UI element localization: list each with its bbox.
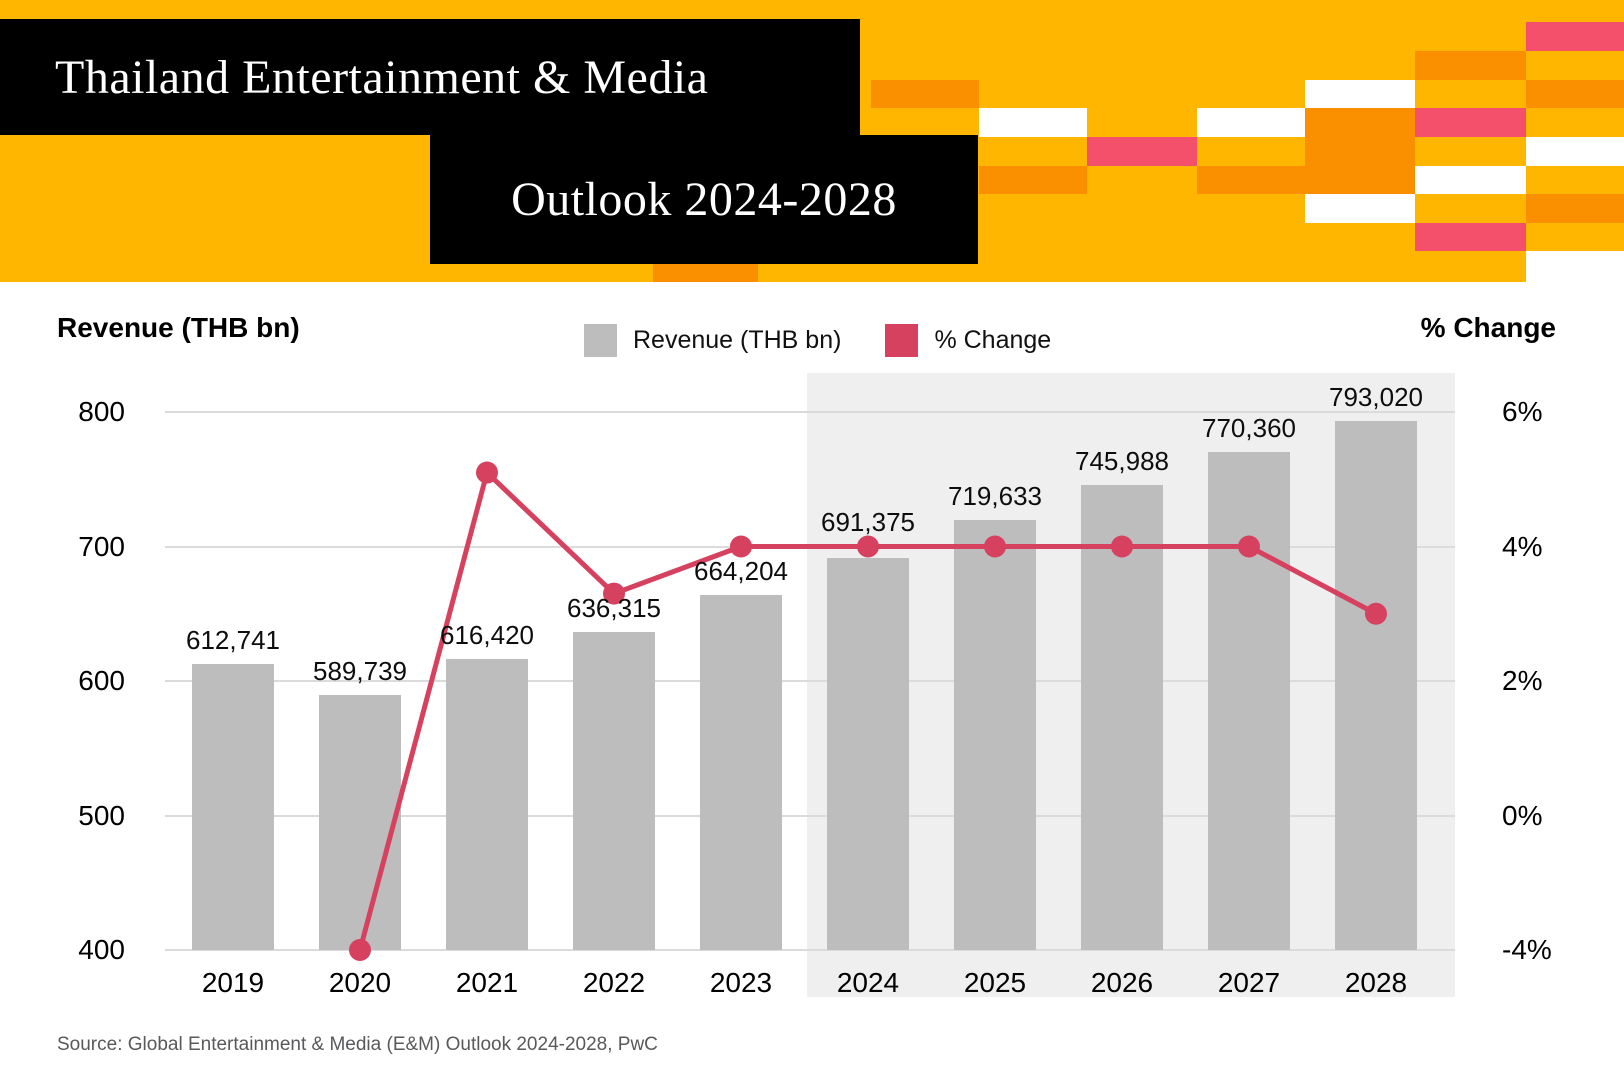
left-axis-tick-label: 800 — [78, 396, 125, 427]
bar-value-label: 636,315 — [567, 593, 661, 624]
pct-change-point — [476, 461, 498, 484]
mosaic-cell — [1526, 194, 1624, 223]
x-axis-label-2022: 2022 — [582, 967, 646, 998]
legend: Revenue (THB bn) % Change — [584, 322, 1051, 358]
title-box-line2: Outlook 2024-2028 — [430, 135, 978, 264]
left-axis-tick-label: 500 — [78, 799, 125, 831]
x-axis-label-2023: 2023 — [709, 967, 773, 998]
mosaic-cell — [1305, 80, 1415, 108]
revenue-legend-label: Revenue (THB bn) — [633, 325, 842, 354]
left-axis-title: Revenue (THB bn) — [57, 312, 300, 343]
revenue-legend-swatch — [584, 323, 617, 357]
mosaic-cell — [1526, 80, 1624, 108]
bar-value-label: 745,988 — [1075, 445, 1169, 476]
source-note: Source: Global Entertainment & Media (E&… — [57, 1034, 658, 1055]
gridline — [165, 411, 1455, 413]
left-axis-tick-label: 600 — [78, 665, 125, 696]
legend-item-pct-change: % Change — [885, 323, 1052, 357]
pct-change-legend-label: % Change — [934, 325, 1052, 354]
mosaic-cell — [1415, 51, 1526, 80]
x-axis-label-2026: 2026 — [1090, 967, 1154, 998]
x-axis-label-2021: 2021 — [455, 967, 519, 998]
x-axis-label-2019: 2019 — [201, 967, 265, 998]
mosaic-cell — [1305, 194, 1415, 223]
x-axis-label-2020: 2020 — [328, 967, 392, 998]
bar-2020 — [319, 694, 401, 950]
pct-change-legend-swatch — [885, 323, 919, 357]
mosaic-cell — [1415, 108, 1526, 137]
right-axis-tick-label: 6% — [1502, 396, 1543, 427]
bar-value-label: 589,739 — [313, 655, 407, 686]
right-axis-tick-label: 2% — [1502, 665, 1543, 696]
x-axis-label-2024: 2024 — [836, 967, 900, 998]
bar-value-label: 770,360 — [1202, 412, 1296, 443]
bar-2027 — [1208, 451, 1290, 950]
bar-value-label: 691,375 — [821, 507, 915, 538]
page-title-line1: Thailand Entertainment & Media — [55, 50, 709, 104]
mosaic-cell — [979, 166, 1087, 194]
bar-value-label: 719,633 — [948, 481, 1042, 512]
mosaic-cell — [1197, 166, 1305, 194]
bar-value-label: 664,204 — [694, 555, 788, 586]
bar-2023 — [700, 594, 782, 950]
left-axis-tick-label: 700 — [78, 530, 125, 562]
bar-2026 — [1081, 484, 1163, 950]
mosaic-cell — [653, 264, 758, 282]
bar-2022 — [573, 632, 655, 950]
mosaic-cell — [1197, 108, 1305, 137]
title-box-line1: Thailand Entertainment & Media — [0, 19, 860, 135]
bar-2019 — [192, 663, 274, 950]
mosaic-cell — [1526, 137, 1624, 166]
bar-value-label: 612,741 — [186, 624, 280, 655]
mosaic-cell — [979, 108, 1087, 137]
bar-2021 — [446, 658, 528, 950]
bar-value-label: 793,020 — [1329, 382, 1423, 413]
x-axis-label-2025: 2025 — [963, 967, 1027, 998]
right-axis-tick-label: 4% — [1502, 530, 1543, 562]
mosaic-cell — [1305, 108, 1415, 194]
bar-2024 — [827, 558, 909, 950]
page-title-line2: Outlook 2024-2028 — [511, 173, 897, 226]
legend-item-revenue: Revenue (THB bn) — [584, 323, 842, 357]
right-axis-tick-label: 0% — [1502, 799, 1543, 831]
mosaic-cell — [1526, 251, 1624, 282]
right-axis-title: % Change — [1420, 312, 1556, 343]
mosaic-cell — [1526, 22, 1624, 51]
bar-2028 — [1335, 421, 1417, 950]
header-band: Thailand Entertainment & Media Outlook 2… — [0, 0, 1624, 282]
mosaic-cell — [1415, 223, 1526, 251]
left-axis-tick-label: 400 — [78, 934, 125, 965]
x-axis-label-2028: 2028 — [1344, 967, 1408, 998]
bar-value-label: 616,420 — [440, 619, 534, 650]
x-axis-label-2027: 2027 — [1217, 967, 1281, 998]
mosaic-cell — [871, 80, 979, 108]
mosaic-cell — [1087, 137, 1197, 166]
right-axis-tick-label: -4% — [1502, 934, 1552, 965]
bar-2025 — [954, 520, 1036, 950]
mosaic-cell — [1415, 166, 1526, 194]
